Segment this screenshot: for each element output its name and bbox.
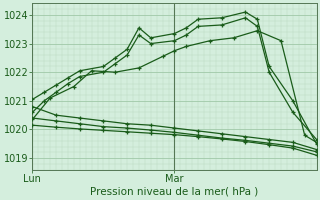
X-axis label: Pression niveau de la mer( hPa ): Pression niveau de la mer( hPa ) [90, 187, 259, 197]
